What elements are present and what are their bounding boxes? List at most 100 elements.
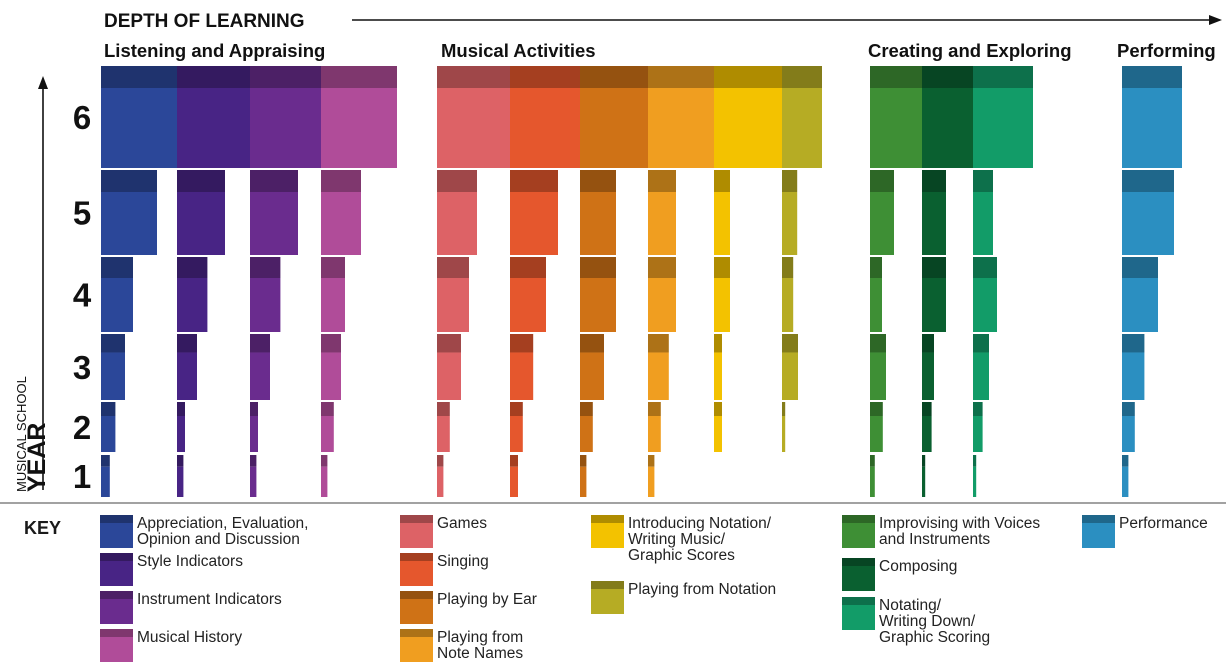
bar-header: [973, 334, 989, 353]
bar: [510, 278, 546, 332]
bar-header: [870, 334, 886, 353]
bar: [437, 88, 513, 168]
bar: [580, 278, 616, 332]
legend-label: Playing by Ear: [437, 591, 537, 608]
bar: [922, 352, 934, 400]
bar: [922, 192, 946, 255]
bar-header: [580, 170, 616, 192]
year-tick-label: 2: [73, 409, 91, 446]
legend-item: Notating/ Writing Down/ Graphic Scoring: [842, 597, 990, 646]
bar: [714, 88, 790, 168]
bar: [510, 416, 523, 452]
bar: [648, 88, 724, 168]
bar: [101, 416, 116, 452]
bar: [177, 192, 225, 255]
bar-header: [922, 402, 932, 416]
bar: [870, 192, 894, 255]
bar: [782, 278, 794, 332]
bar: [870, 88, 930, 168]
bar: [648, 278, 676, 332]
legend-item: Playing from Notation: [591, 581, 776, 614]
year-tick-label: 5: [73, 195, 91, 232]
bar: [1122, 192, 1174, 255]
bar: [973, 352, 989, 400]
bar-header: [714, 170, 730, 192]
bar-header: [437, 402, 450, 416]
year-tick-label: 6: [73, 99, 91, 136]
bar-header: [510, 170, 558, 192]
bar: [177, 88, 253, 168]
bar: [1122, 88, 1182, 168]
bar: [714, 278, 730, 332]
legend-swatch: [842, 515, 875, 548]
bar: [510, 466, 518, 497]
legend-label: Singing: [437, 553, 489, 570]
bar: [437, 278, 469, 332]
bar-header: [177, 66, 253, 88]
bar-header: [510, 66, 586, 88]
legend-swatch: [591, 581, 624, 614]
bar-header: [922, 334, 934, 353]
bar: [437, 192, 477, 255]
bar-header: [782, 66, 822, 88]
bar-header: [1122, 170, 1174, 192]
legend-item: Introducing Notation/ Writing Music/ Gra…: [591, 515, 771, 564]
bar-header: [870, 455, 875, 467]
legend-label: Style Indicators: [137, 553, 243, 570]
bar-header: [973, 455, 977, 467]
legend-swatch: [842, 558, 875, 591]
bar-header: [973, 257, 997, 278]
bar-header: [321, 334, 341, 353]
bar-header: [922, 257, 946, 278]
bar: [177, 352, 197, 400]
bar: [922, 466, 926, 497]
y-axis-label-small: MUSICAL SCHOOL: [14, 376, 29, 492]
bar-header: [437, 170, 477, 192]
legend-label: Composing: [879, 558, 958, 575]
bar: [1122, 416, 1135, 452]
legend-swatch: [400, 629, 433, 662]
bar: [437, 416, 450, 452]
bar-header: [648, 66, 724, 88]
bar-header: [437, 455, 444, 467]
bar-header: [101, 334, 125, 353]
bar: [714, 416, 722, 452]
bar-header: [580, 334, 604, 353]
bar: [510, 352, 534, 400]
bar: [580, 466, 587, 497]
bar-header: [510, 334, 534, 353]
bar-header: [580, 402, 593, 416]
bar-header: [714, 334, 722, 353]
bar: [580, 88, 656, 168]
bar-header: [437, 334, 461, 353]
legend-item: Composing: [842, 558, 957, 591]
bar: [1122, 466, 1129, 497]
bar: [782, 416, 786, 452]
bar: [973, 88, 1033, 168]
bar-header: [870, 66, 930, 88]
legend-swatch: [400, 591, 433, 624]
depth-of-learning-chart: DEPTH OF LEARNING Listening and Appraisi…: [0, 11, 1226, 504]
bar-header: [973, 402, 983, 416]
chart-title: DEPTH OF LEARNING: [104, 11, 305, 32]
bar: [250, 352, 270, 400]
bar-header: [922, 455, 926, 467]
bar-header: [782, 170, 798, 192]
bar: [648, 352, 669, 400]
bar: [580, 352, 604, 400]
bar-header: [101, 402, 116, 416]
year-tick-label: 3: [73, 349, 91, 386]
legend-item: Improvising with Voices and Instruments: [842, 515, 1040, 548]
bar: [177, 278, 208, 332]
bar-header: [177, 455, 184, 467]
bar: [648, 416, 661, 452]
bar: [782, 352, 798, 400]
year-arrow-head: [38, 76, 48, 89]
legend-label: Appreciation, Evaluation, Opinion and Di…: [137, 515, 309, 548]
bar: [648, 192, 676, 255]
bar-header: [177, 257, 208, 278]
bar-header: [714, 402, 722, 416]
bar-header: [580, 66, 656, 88]
bar: [437, 466, 444, 497]
legend-label: Improvising with Voices and Instruments: [879, 515, 1041, 548]
